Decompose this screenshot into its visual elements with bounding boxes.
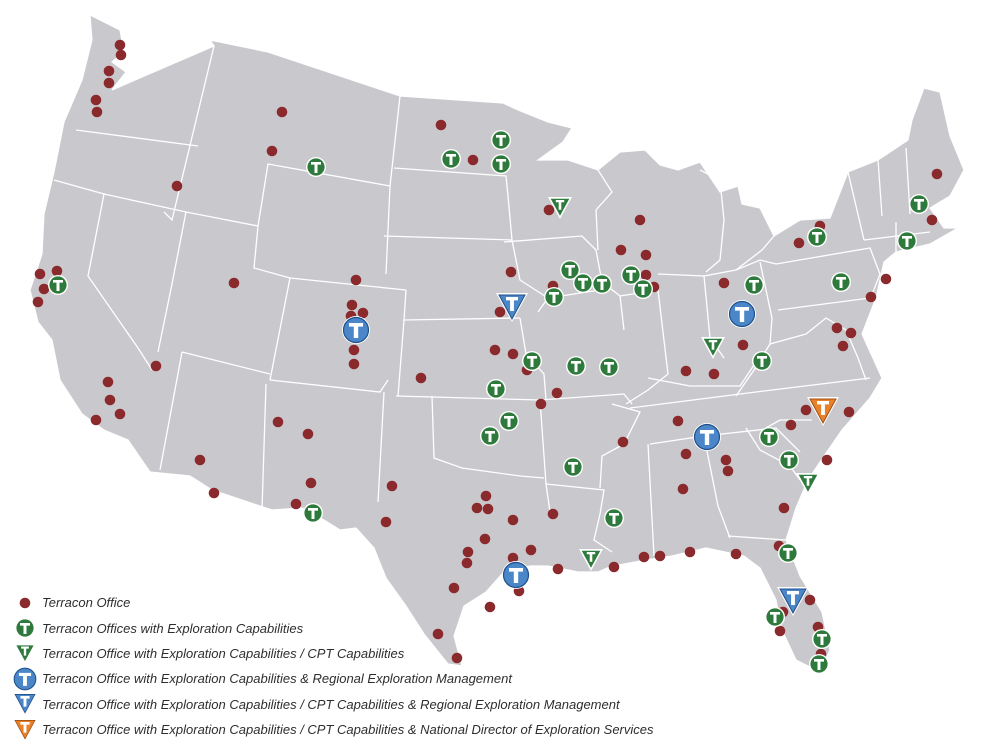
office-dot-icon bbox=[19, 597, 31, 608]
legend-label: Terracon Offices with Exploration Capabi… bbox=[42, 620, 304, 636]
legend-label: Terracon Office with Exploration Capabil… bbox=[42, 696, 620, 712]
legend-label: Terracon Office bbox=[42, 595, 131, 611]
legend-item-cpt-national: Terracon Office with Exploration Capabil… bbox=[12, 717, 712, 742]
legend-label: Terracon Office with Exploration Capabil… bbox=[42, 671, 512, 687]
legend-item-regional: Terracon Office with Exploration Capabil… bbox=[12, 666, 712, 692]
legend-item-exploration: Terracon Offices with Exploration Capabi… bbox=[12, 615, 712, 640]
legend-label: Terracon Office with Exploration Capabil… bbox=[42, 722, 654, 738]
cpt-national-icon bbox=[12, 718, 38, 742]
us-land bbox=[29, 13, 965, 673]
legend-item-cpt-regional: Terracon Office with Exploration Capabil… bbox=[12, 692, 712, 717]
legend-item-cpt: Terracon Office with Exploration Capabil… bbox=[12, 641, 712, 666]
legend-label: Terracon Office with Exploration Capabil… bbox=[42, 645, 405, 661]
regional-management-icon bbox=[12, 666, 38, 692]
legend-item-office: Terracon Office bbox=[12, 590, 712, 615]
cpt-icon bbox=[13, 644, 37, 665]
cpt-regional-icon bbox=[12, 692, 38, 716]
map-legend: Terracon Office Terracon Offices with Ex… bbox=[12, 590, 712, 742]
exploration-icon bbox=[15, 618, 35, 639]
